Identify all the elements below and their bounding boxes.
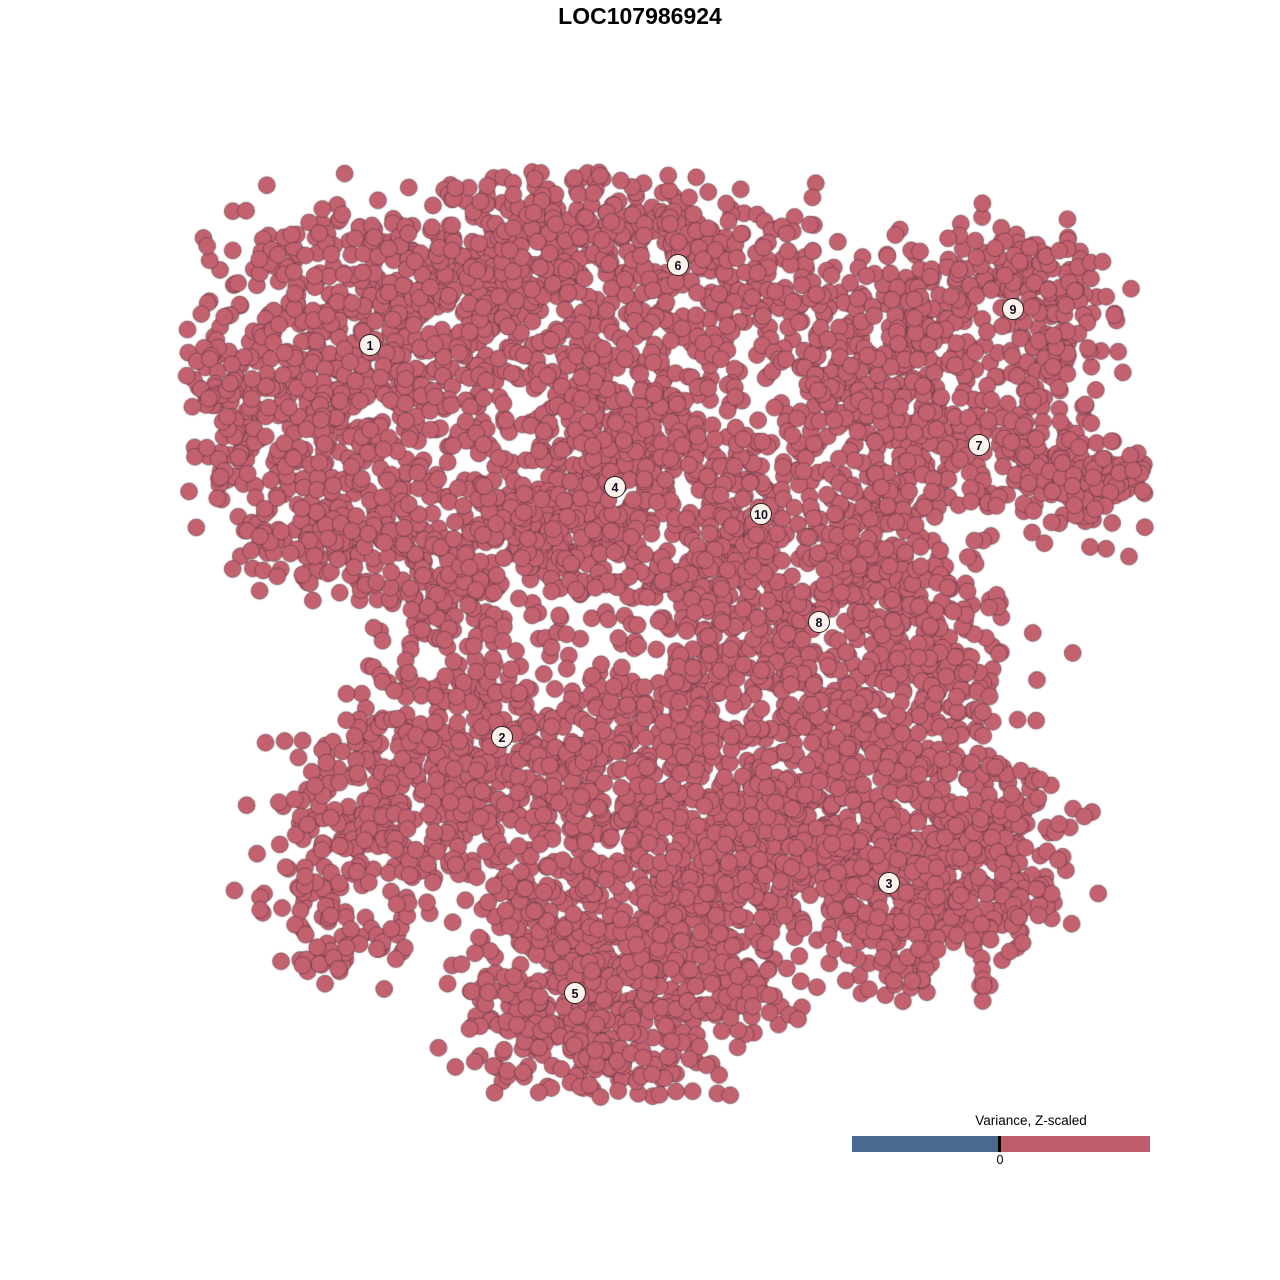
plot-title: LOC107986924 [558, 3, 722, 29]
colorbar-zero-label: 0 [996, 1153, 1004, 1167]
colorbar-zero-tick [998, 1136, 1001, 1152]
colorbar [852, 1136, 1150, 1152]
colorbar-negative-segment [852, 1136, 1000, 1152]
colorbar-title: Variance, Z-scaled [975, 1113, 1087, 1128]
colorbar-positive-segment [1000, 1136, 1150, 1152]
